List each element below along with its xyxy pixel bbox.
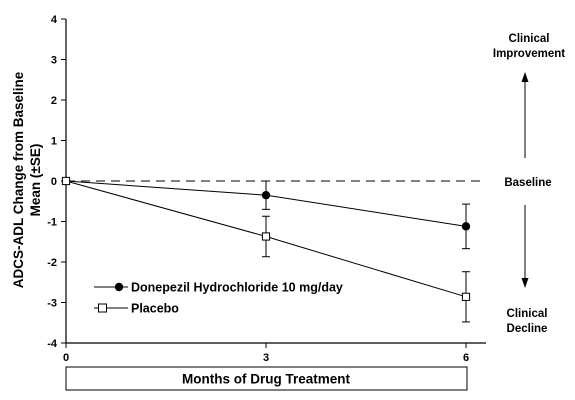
y-axis-label-se: Mean (±SE)	[28, 144, 43, 217]
legend-marker-donepezil	[114, 282, 124, 292]
point-placebo	[61, 176, 71, 186]
y-tick-label: -2	[47, 257, 57, 269]
y-ticks: 4 3 2 1 0 -1 -2 -3 -4	[47, 14, 66, 350]
x-tick-label: 3	[263, 352, 269, 364]
decline-arrow-head	[521, 278, 529, 288]
legend-label-donepezil: Donepezil Hydrochloride 10 mg/day	[131, 281, 343, 295]
y-tick-label: 4	[51, 14, 58, 26]
y-tick-label: -1	[47, 217, 57, 229]
point-placebo	[461, 292, 471, 301]
clinical-decline-label-2: Decline	[507, 323, 548, 335]
legend-marker-placebo	[98, 303, 107, 313]
clinical-improvement-label-2: Improvement	[493, 48, 565, 60]
x-tick-label: 0	[63, 352, 69, 364]
x-axis-label-box	[65, 366, 468, 391]
x-ticks: 0 3 6	[63, 343, 469, 364]
y-tick-label: 2	[51, 95, 57, 107]
point-placebo	[261, 232, 271, 241]
series-layer	[61, 176, 471, 323]
y-tick-label: -3	[47, 298, 57, 310]
y-tick-label: 0	[51, 176, 57, 188]
y-tick-label: -4	[47, 338, 58, 350]
clinical-improvement-label-1: Clinical	[509, 33, 550, 45]
improvement-arrow-head	[521, 72, 529, 82]
y-axis-label: ADCS-ADL Change from Baseline	[11, 71, 26, 288]
legend: Donepezil Hydrochloride 10 mg/day Placeb…	[94, 281, 343, 316]
clinical-decline-label-1: Clinical	[507, 308, 548, 320]
legend-label-placebo: Placebo	[131, 302, 179, 316]
point-donepezil	[461, 222, 471, 231]
x-axis-label: Months of Drug Treatment	[182, 372, 351, 387]
baseline-label: Baseline	[504, 177, 551, 189]
x-tick-label: 6	[463, 352, 469, 364]
y-tick-label: 3	[51, 55, 57, 67]
point-donepezil	[261, 190, 271, 200]
y-tick-label: 1	[51, 136, 57, 148]
